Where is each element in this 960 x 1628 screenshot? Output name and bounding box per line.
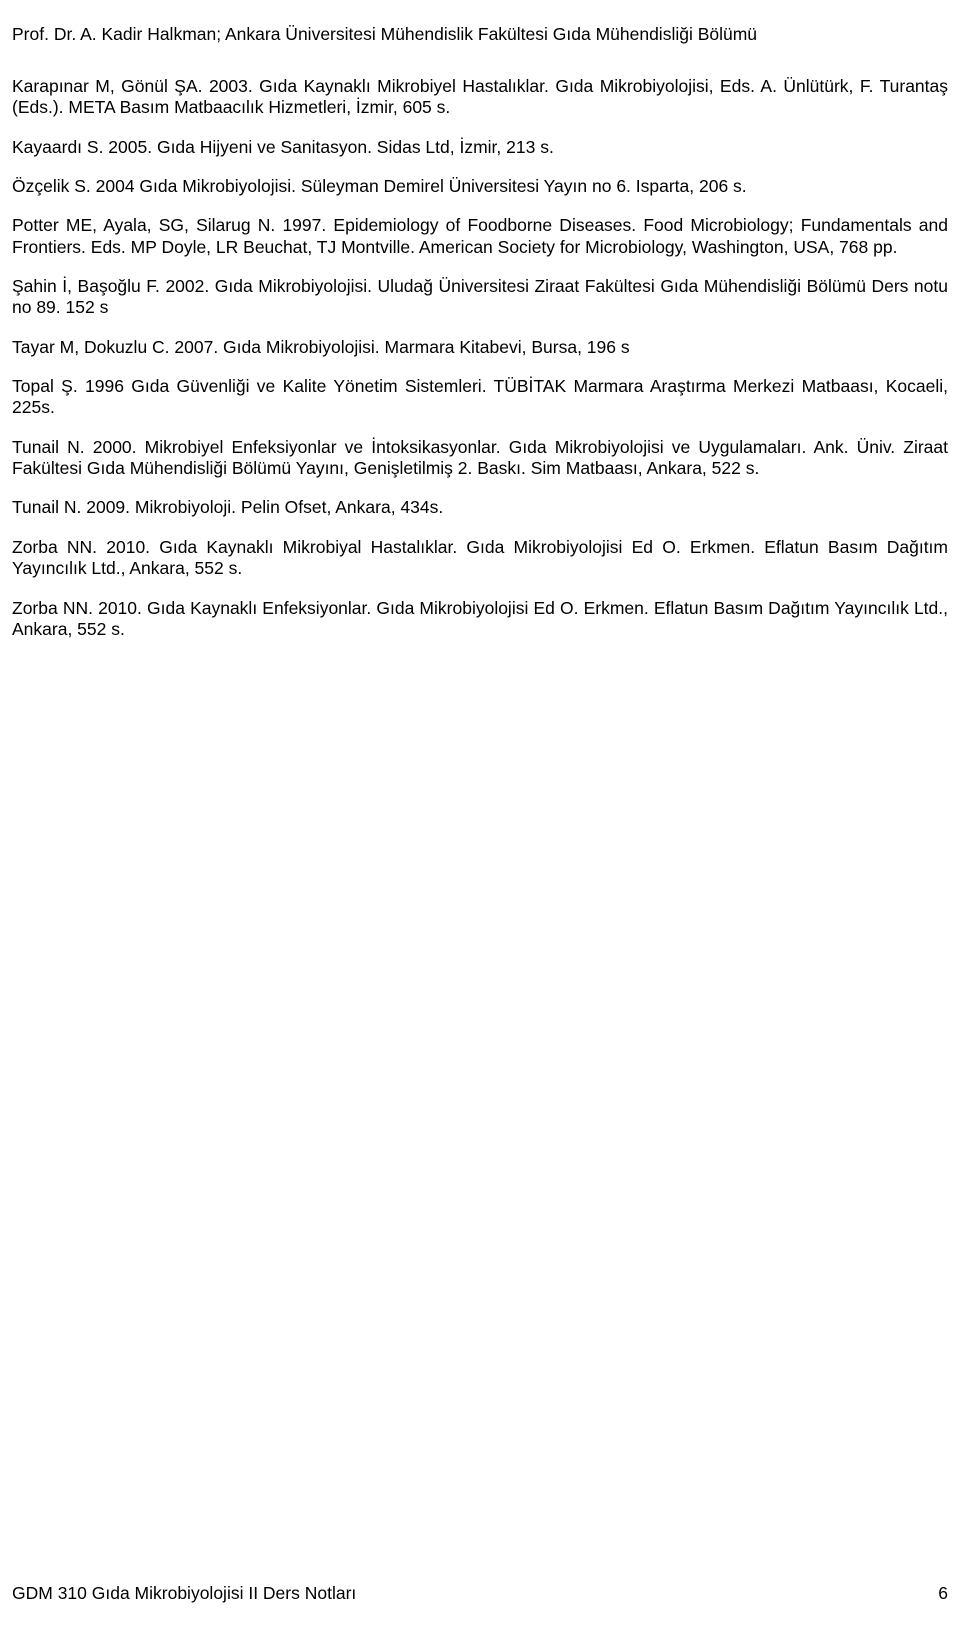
document-header: Prof. Dr. A. Kadir Halkman; Ankara Ünive…: [12, 24, 948, 45]
reference-item: Zorba NN. 2010. Gıda Kaynaklı Mikrobiyal…: [12, 537, 948, 580]
reference-item: Tayar M, Dokuzlu C. 2007. Gıda Mikrobiyo…: [12, 337, 948, 358]
references-block: Karapınar M, Gönül ŞA. 2003. Gıda Kaynak…: [12, 76, 948, 658]
reference-item: Özçelik S. 2004 Gıda Mikrobiyolojisi. Sü…: [12, 176, 948, 197]
reference-item: Zorba NN. 2010. Gıda Kaynaklı Enfeksiyon…: [12, 598, 948, 641]
reference-item: Şahin İ, Başoğlu F. 2002. Gıda Mikrobiyo…: [12, 276, 948, 319]
reference-item: Potter ME, Ayala, SG, Silarug N. 1997. E…: [12, 215, 948, 258]
reference-item: Tunail N. 2000. Mikrobiyel Enfeksiyonlar…: [12, 437, 948, 480]
reference-item: Karapınar M, Gönül ŞA. 2003. Gıda Kaynak…: [12, 76, 948, 119]
reference-item: Kayaardı S. 2005. Gıda Hijyeni ve Sanita…: [12, 137, 948, 158]
reference-item: Tunail N. 2009. Mikrobiyoloji. Pelin Ofs…: [12, 497, 948, 518]
document-page: Prof. Dr. A. Kadir Halkman; Ankara Ünive…: [0, 0, 960, 1628]
footer-text: GDM 310 Gıda Mikrobiyolojisi II Ders Not…: [12, 1583, 356, 1604]
page-number: 6: [938, 1583, 948, 1604]
reference-item: Topal Ş. 1996 Gıda Güvenliği ve Kalite Y…: [12, 376, 948, 419]
